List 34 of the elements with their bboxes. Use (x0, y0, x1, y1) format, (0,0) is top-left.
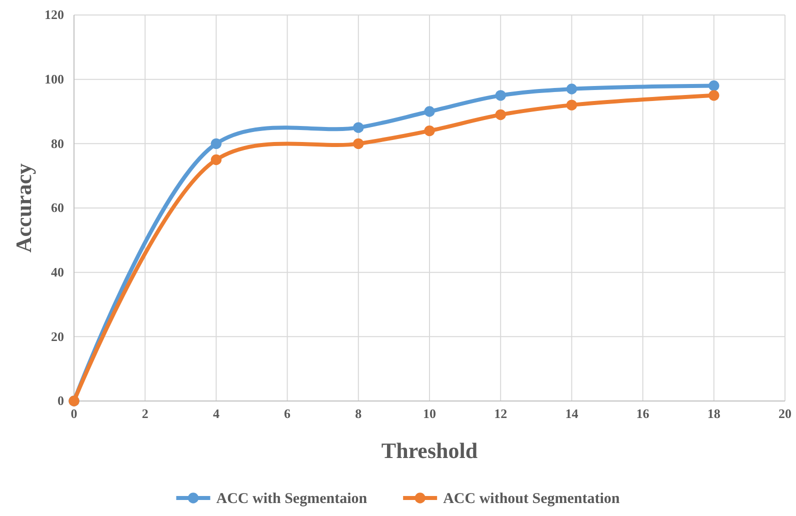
x-tick-label: 2 (142, 406, 148, 422)
point (708, 80, 720, 92)
y-tick-label: 40 (51, 264, 64, 280)
legend-label: ACC with Segmentaion (216, 491, 368, 507)
point (495, 90, 506, 101)
y-tick-label: 60 (51, 200, 64, 216)
x-tick-label: 18 (707, 406, 721, 422)
point (424, 106, 435, 117)
x-tick-label: 0 (70, 406, 78, 422)
x-axis-title: Threshold (381, 438, 478, 463)
point (353, 122, 364, 133)
point (424, 125, 435, 136)
x-tick-label: 12 (494, 406, 508, 422)
point (708, 90, 720, 101)
x-tick-label: 20 (778, 406, 792, 422)
point (210, 138, 222, 150)
y-tick-label: 20 (51, 328, 64, 344)
x-tick-label: 16 (636, 406, 650, 422)
y-tick-label: 80 (51, 136, 64, 151)
y-tick-label: 0 (58, 393, 64, 408)
x-tick-label: 4 (212, 406, 220, 422)
point (566, 84, 578, 94)
x-tick-label: 6 (284, 406, 292, 422)
point (566, 100, 578, 110)
y-tick-label: 120 (44, 7, 64, 22)
point (495, 109, 506, 120)
y-tick-label: 100 (44, 71, 64, 86)
x-tick-label: 10 (423, 406, 436, 422)
point (210, 154, 222, 166)
x-tick-label: 14 (565, 406, 579, 422)
x-tick-label: 8 (355, 406, 362, 422)
legend-label: ACC without Segmentation (443, 491, 620, 507)
y-axis-title: Accuracy (11, 163, 36, 253)
point (353, 138, 364, 150)
